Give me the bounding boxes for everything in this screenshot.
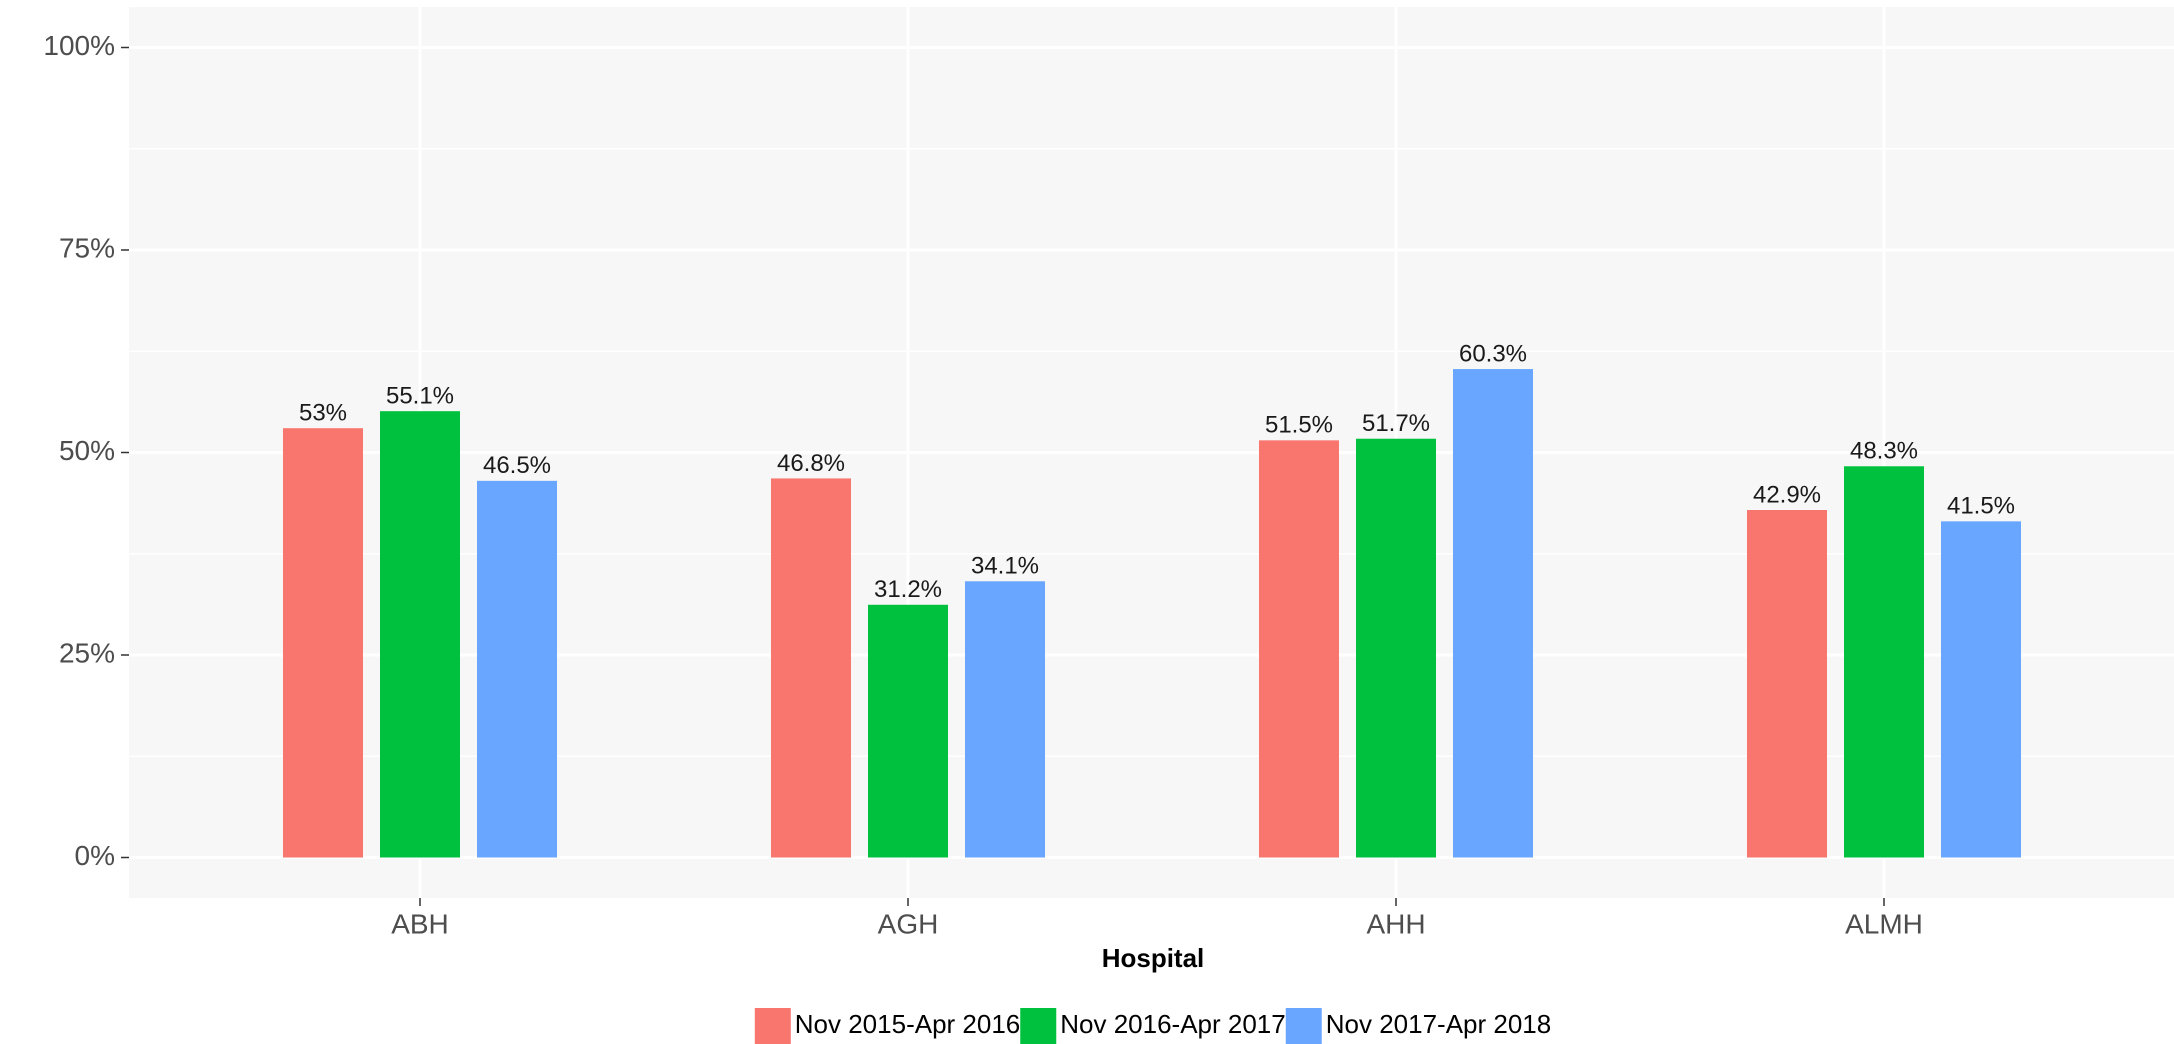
y-tick-label: 50% [59,435,115,466]
value-label: 51.5% [1265,412,1333,439]
legend-label: Nov 2016-Apr 2017 [1060,1009,1285,1039]
x-tick-label: ALMH [1845,908,1923,939]
value-label: 48.3% [1850,438,1918,465]
value-label: 60.3% [1459,340,1527,367]
bar [477,480,557,858]
x-tick-label: ABH [391,908,449,939]
value-label: 34.1% [971,553,1039,580]
x-axis-title: Hospital [1102,943,1205,973]
bar [868,604,948,858]
value-label: 55.1% [386,383,454,410]
legend-key [754,1008,791,1044]
y-tick-label: 100% [43,30,115,61]
value-label: 46.5% [483,452,551,479]
legend-key [1020,1008,1057,1044]
value-label: 53% [299,400,347,427]
value-label: 46.8% [777,450,845,477]
bar [1356,438,1436,858]
value-label: 41.5% [1947,493,2015,520]
y-tick-label: 25% [59,637,115,668]
value-label: 51.7% [1362,410,1430,437]
bar [283,428,363,858]
bar [380,411,460,858]
x-tick-label: AGH [878,908,939,939]
legend-label: Nov 2017-Apr 2018 [1326,1009,1551,1039]
bar [1941,521,2021,858]
bar [1259,440,1339,858]
value-label: 42.9% [1753,481,1821,508]
x-tick-label: AHH [1366,908,1425,939]
y-tick-label: 75% [59,232,115,263]
bar [1844,466,1924,858]
bar [965,581,1045,858]
legend-label: Nov 2015-Apr 2016 [795,1009,1020,1039]
bar [1453,369,1533,858]
bar [1747,510,1827,858]
bar [771,478,851,858]
y-tick-label: 0% [75,840,115,871]
value-label: 31.2% [874,576,942,603]
legend-key [1285,1008,1322,1044]
